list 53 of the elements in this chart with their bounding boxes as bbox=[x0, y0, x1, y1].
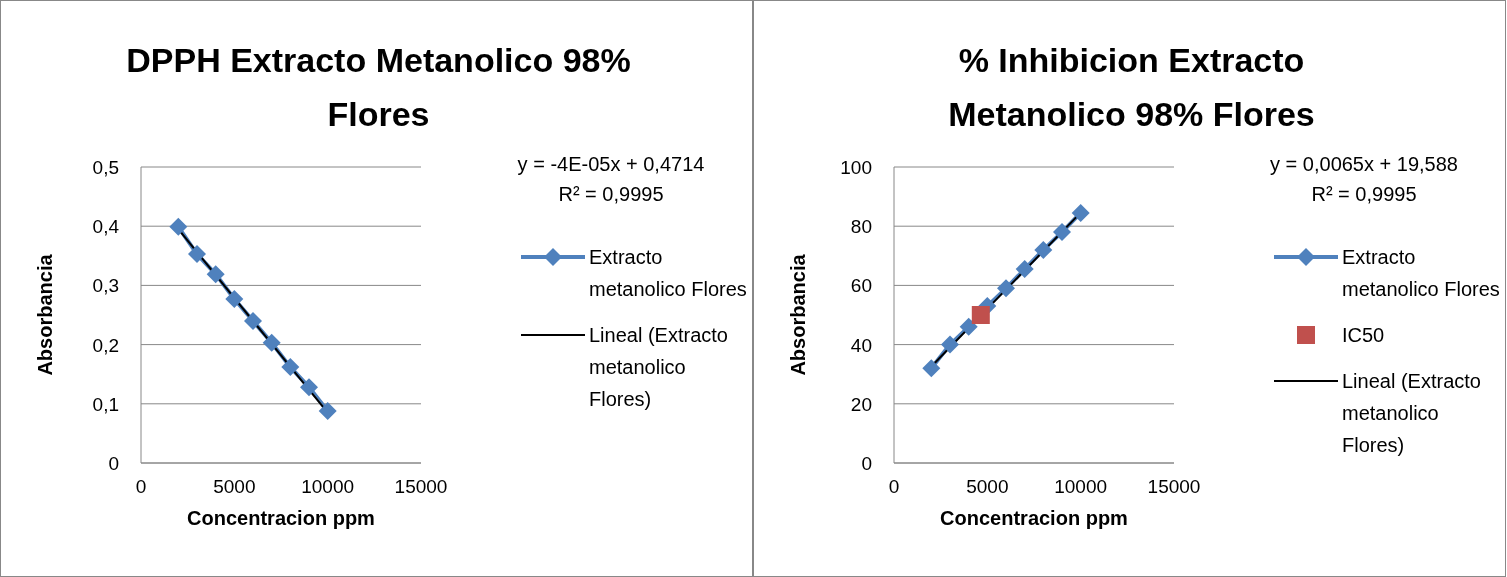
point bbox=[922, 359, 941, 378]
x-tick-label: 5000 bbox=[966, 476, 1009, 497]
text: R² = 0,9995 bbox=[1310, 182, 1418, 207]
point bbox=[1071, 203, 1090, 222]
text: R² = 0,9995 bbox=[557, 182, 665, 207]
y-tick-label: 20 bbox=[850, 393, 872, 415]
point bbox=[300, 378, 318, 397]
x-tick-label: 5000 bbox=[213, 476, 256, 497]
x-tick-label: 10000 bbox=[301, 476, 355, 497]
y-tick-label: 0,1 bbox=[92, 393, 119, 415]
y-tick-label: 80 bbox=[850, 216, 872, 238]
y-tick-label: 0,2 bbox=[92, 334, 119, 356]
x-axis-title: Concentracion ppm bbox=[940, 507, 1128, 529]
point bbox=[318, 401, 337, 420]
point bbox=[244, 311, 262, 330]
y-tick-label: 0 bbox=[861, 453, 872, 474]
legend-label: Extracto metanolico Flores bbox=[589, 245, 748, 302]
y-tick-label: 0 bbox=[108, 453, 119, 474]
point bbox=[1053, 223, 1071, 242]
legend-label: IC50 bbox=[1342, 323, 1385, 348]
x-axis-title: Concentracion ppm bbox=[187, 507, 375, 529]
point bbox=[169, 217, 188, 236]
point bbox=[1034, 240, 1053, 259]
x-tick-label: 15000 bbox=[394, 476, 448, 497]
point bbox=[188, 245, 206, 264]
y-tick-label: 100 bbox=[840, 157, 872, 178]
chart-title: % Inhibicion Extracto Metanolico 98% Flores bbox=[947, 40, 1316, 135]
x-tick-label: 10000 bbox=[1054, 476, 1108, 497]
point bbox=[1015, 260, 1034, 279]
point bbox=[941, 335, 959, 354]
point bbox=[997, 279, 1015, 298]
text: y = -4E-05x + 0,4714 bbox=[516, 152, 706, 177]
y-tick-label: 60 bbox=[850, 275, 872, 297]
point bbox=[225, 290, 244, 309]
y-axis-title: Absorbancia bbox=[787, 253, 810, 376]
point bbox=[971, 306, 990, 324]
legend-label: Lineal (Extracto metanolico Flores) bbox=[589, 323, 729, 412]
chart-title: DPPH Extracto Metanolico 98% Flores bbox=[125, 40, 632, 135]
x-tick-label: 0 bbox=[888, 476, 900, 497]
point bbox=[281, 358, 300, 377]
y-tick-label: 0,5 bbox=[92, 157, 119, 178]
y-tick-label: 0,3 bbox=[92, 275, 119, 297]
legend-label: Lineal (Extracto metanolico Flores) bbox=[1342, 369, 1482, 458]
point bbox=[262, 333, 281, 352]
y-tick-label: 0,4 bbox=[92, 216, 120, 238]
y-tick-label: 40 bbox=[850, 334, 872, 356]
y-axis-title: Absorbancia bbox=[34, 253, 57, 376]
x-tick-label: 15000 bbox=[1147, 476, 1201, 497]
point bbox=[206, 265, 225, 284]
text: y = 0,0065x + 19,588 bbox=[1269, 152, 1459, 177]
legend-label: Extracto metanolico Flores bbox=[1342, 245, 1501, 302]
x-tick-label: 0 bbox=[135, 476, 147, 497]
point bbox=[959, 317, 978, 336]
